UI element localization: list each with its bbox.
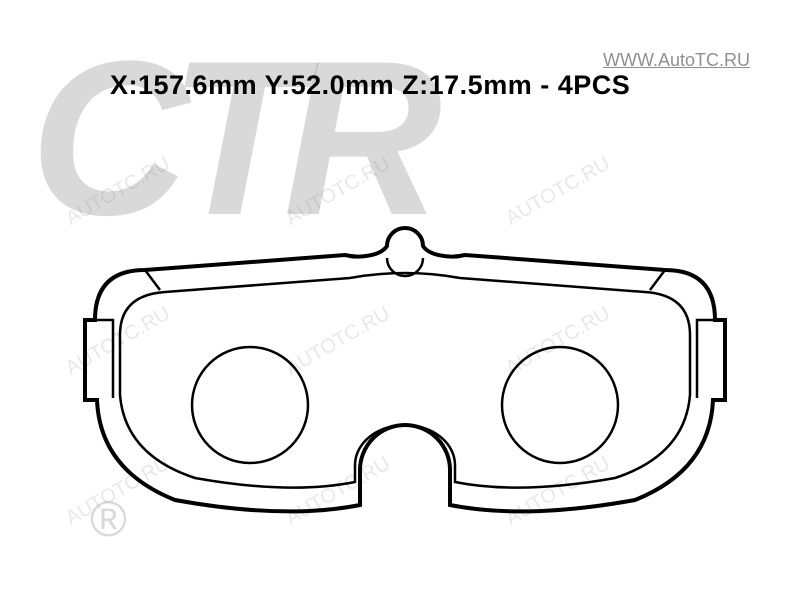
dimensions-label: X:157.6mm Y:52.0mm Z:17.5mm - 4PCS <box>110 70 630 101</box>
source-url: WWW.AutoTC.RU <box>603 50 750 71</box>
